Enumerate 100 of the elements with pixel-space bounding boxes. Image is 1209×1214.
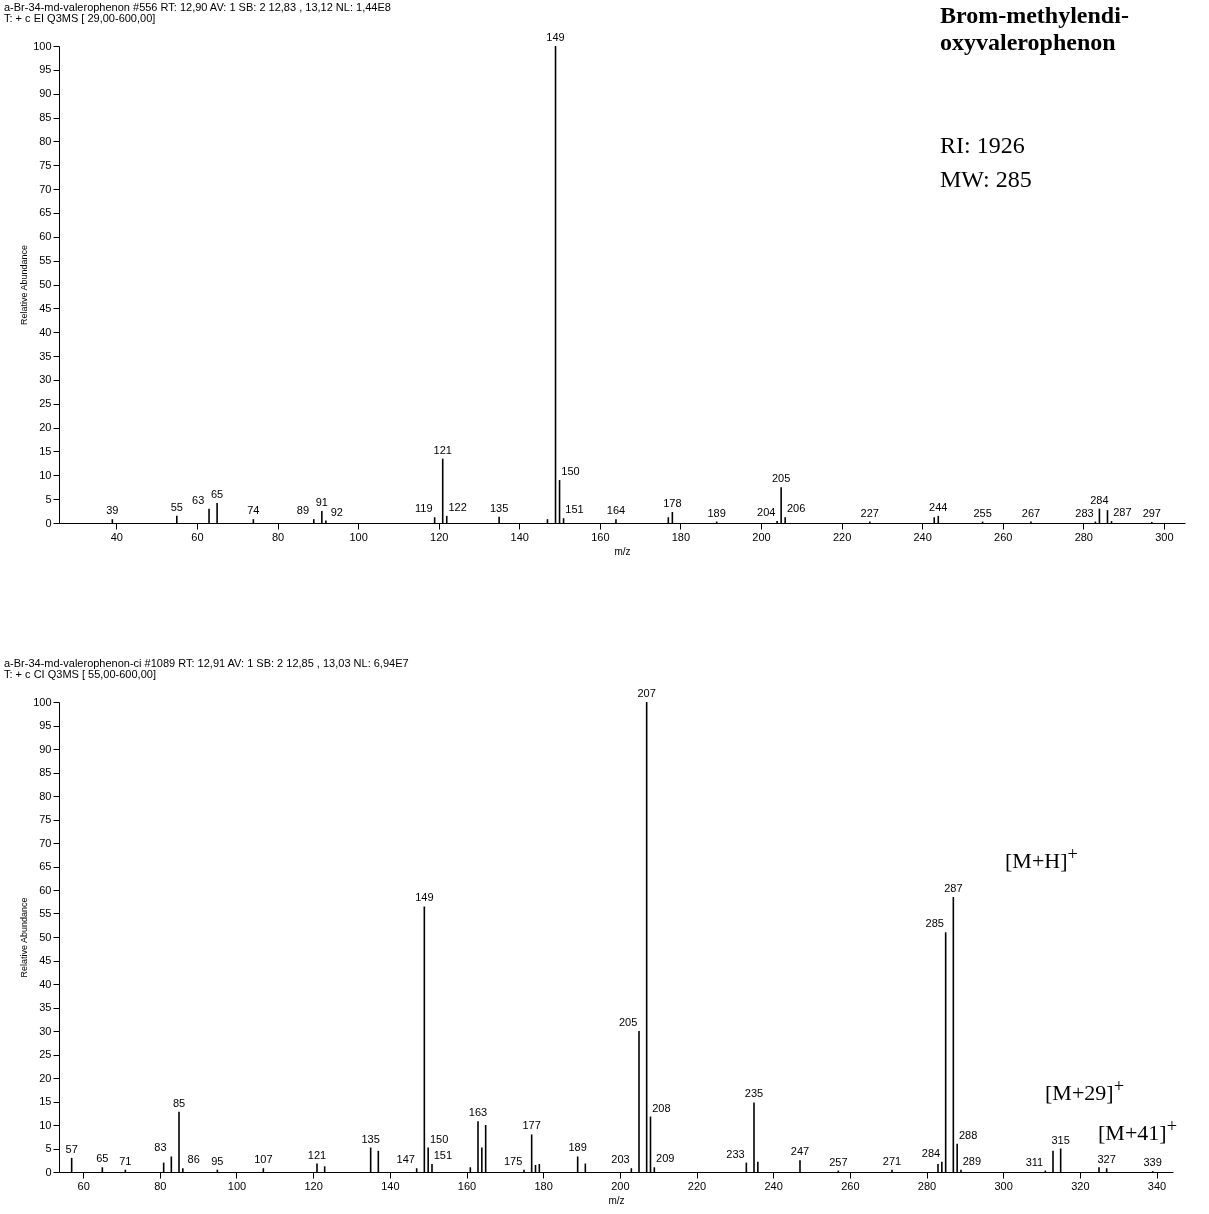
x-tick-label: 300 xyxy=(1155,530,1174,543)
x-tick-label: 240 xyxy=(764,1179,783,1192)
annotation: 315 xyxy=(1051,1133,1070,1146)
annotation: 227 xyxy=(860,506,879,519)
x-tick-label: 200 xyxy=(611,1179,630,1192)
annotation: 233 xyxy=(726,1147,745,1160)
annotation: 189 xyxy=(707,506,726,519)
y-tick-label: 15 xyxy=(39,444,52,457)
annotation: 121 xyxy=(307,1148,327,1161)
annotation: 255 xyxy=(973,506,992,519)
annotation: 244 xyxy=(929,500,948,513)
annotation: 297 xyxy=(1142,507,1161,520)
annotation: 208 xyxy=(652,1101,671,1114)
annotation: [M+H]$^{+}$ xyxy=(1005,844,1078,875)
x-tick-label: 340 xyxy=(1147,1179,1167,1192)
annotation: 119 xyxy=(414,502,433,515)
y-tick-label: 75 xyxy=(39,158,52,171)
annotation: 283 xyxy=(1075,506,1094,519)
annotation: 135 xyxy=(361,1132,380,1145)
x-axis-title: m/z xyxy=(614,545,631,557)
annotation: 177 xyxy=(522,1119,541,1132)
annotation: 65 xyxy=(96,1152,109,1165)
y-tick-label: 0 xyxy=(45,1165,52,1178)
annotation: 205 xyxy=(618,1016,638,1028)
x-tick-label: 180 xyxy=(671,530,691,543)
annotation: 85 xyxy=(172,1096,186,1109)
y-tick-label: 40 xyxy=(39,325,52,338)
y-tick-label: 20 xyxy=(39,421,52,434)
y-tick-label: 55 xyxy=(39,254,52,267)
x-tick-label: 240 xyxy=(913,530,932,543)
y-tick-label: 55 xyxy=(39,907,52,919)
annotation: 89 xyxy=(296,504,310,517)
annotation: 284 xyxy=(1090,493,1109,506)
annotation: 284 xyxy=(921,1146,941,1159)
annotation: 63 xyxy=(192,493,205,506)
x-tick-label: 200 xyxy=(752,530,771,543)
y-tick-label: 25 xyxy=(39,1048,52,1060)
annotation: 164 xyxy=(606,504,626,517)
x-tick-label: 80 xyxy=(271,530,285,543)
annotation: 327 xyxy=(1097,1153,1116,1166)
y-tick-label: 45 xyxy=(39,301,52,314)
x-tick-label: 120 xyxy=(304,1179,323,1192)
y-tick-label: 15 xyxy=(39,1095,52,1107)
x-tick-label: 120 xyxy=(430,530,449,543)
annotation: 151 xyxy=(433,1149,453,1162)
y-tick-label: 60 xyxy=(39,230,52,243)
annotation: 289 xyxy=(962,1154,982,1167)
x-tick-label: 140 xyxy=(381,1179,400,1192)
annotation: 149 xyxy=(415,891,434,904)
annotation: 287 xyxy=(944,882,963,895)
x-tick-label: 60 xyxy=(191,530,204,543)
y-axis-title: Relative Abundance xyxy=(19,897,30,978)
y-tick-label: 80 xyxy=(39,789,52,802)
chart-title: a-Br-34-md-valerophenon-ci #1089 RT: 12,91 AV: 1 SB: 2 12,85 , 13,03 NL: 6,94E7 xyxy=(4,657,409,669)
y-tick-label: 30 xyxy=(39,373,52,386)
annotation: [M+29]$^{+}$ xyxy=(1045,1076,1124,1107)
annotation: 339 xyxy=(1143,1156,1162,1169)
annotation: 151 xyxy=(565,503,584,516)
annotation: 107 xyxy=(254,1153,273,1166)
annotation: 235 xyxy=(744,1087,764,1100)
chart-subtitle: T: + c EI Q3MS [ 29,00-600,00] xyxy=(4,12,156,24)
annotation: 205 xyxy=(771,472,791,485)
annotation: 163 xyxy=(468,1106,488,1119)
x-tick-label: 60 xyxy=(77,1179,90,1192)
annotation: 150 xyxy=(561,465,580,478)
annotation: 209 xyxy=(656,1152,675,1165)
y-tick-label: 95 xyxy=(39,63,52,76)
y-tick-label: 10 xyxy=(39,1118,52,1131)
annotation: [M+41]$^{+}$ xyxy=(1098,1116,1177,1147)
y-tick-label: 25 xyxy=(39,397,52,410)
annotation: 65 xyxy=(210,487,224,500)
annotation: 178 xyxy=(663,497,682,510)
annotation: 95 xyxy=(211,1154,224,1167)
annotation: 135 xyxy=(489,501,509,514)
y-tick-label: 45 xyxy=(39,954,52,966)
annotation: 92 xyxy=(330,505,343,518)
annotation: 150 xyxy=(429,1132,449,1145)
annotation: 267 xyxy=(1021,506,1041,519)
annotation: Brom-methylendi-oxyvalerophenon xyxy=(940,2,1130,56)
annotation: 189 xyxy=(568,1141,587,1154)
annotation: 287 xyxy=(1113,506,1132,519)
y-tick-label: 90 xyxy=(39,87,52,100)
annotation: 206 xyxy=(786,502,806,515)
x-tick-label: 300 xyxy=(994,1179,1013,1192)
x-tick-label: 160 xyxy=(457,1179,477,1192)
annotation: 288 xyxy=(958,1128,978,1141)
annotation: 83 xyxy=(154,1141,167,1154)
annotation: 311 xyxy=(1025,1155,1044,1168)
annotation: 147 xyxy=(396,1153,415,1166)
annotation: 285 xyxy=(925,917,944,930)
y-tick-label: 65 xyxy=(39,206,52,219)
x-tick-label: 100 xyxy=(349,530,368,543)
annotation: 122 xyxy=(448,500,467,513)
y-tick-label: 35 xyxy=(39,1001,52,1013)
x-tick-label: 320 xyxy=(1071,1179,1090,1192)
y-tick-label: 80 xyxy=(39,134,52,147)
x-tick-label: 140 xyxy=(510,530,529,543)
y-tick-label: 85 xyxy=(39,111,52,124)
y-tick-label: 5 xyxy=(45,492,52,505)
annotation: 57 xyxy=(65,1142,78,1155)
